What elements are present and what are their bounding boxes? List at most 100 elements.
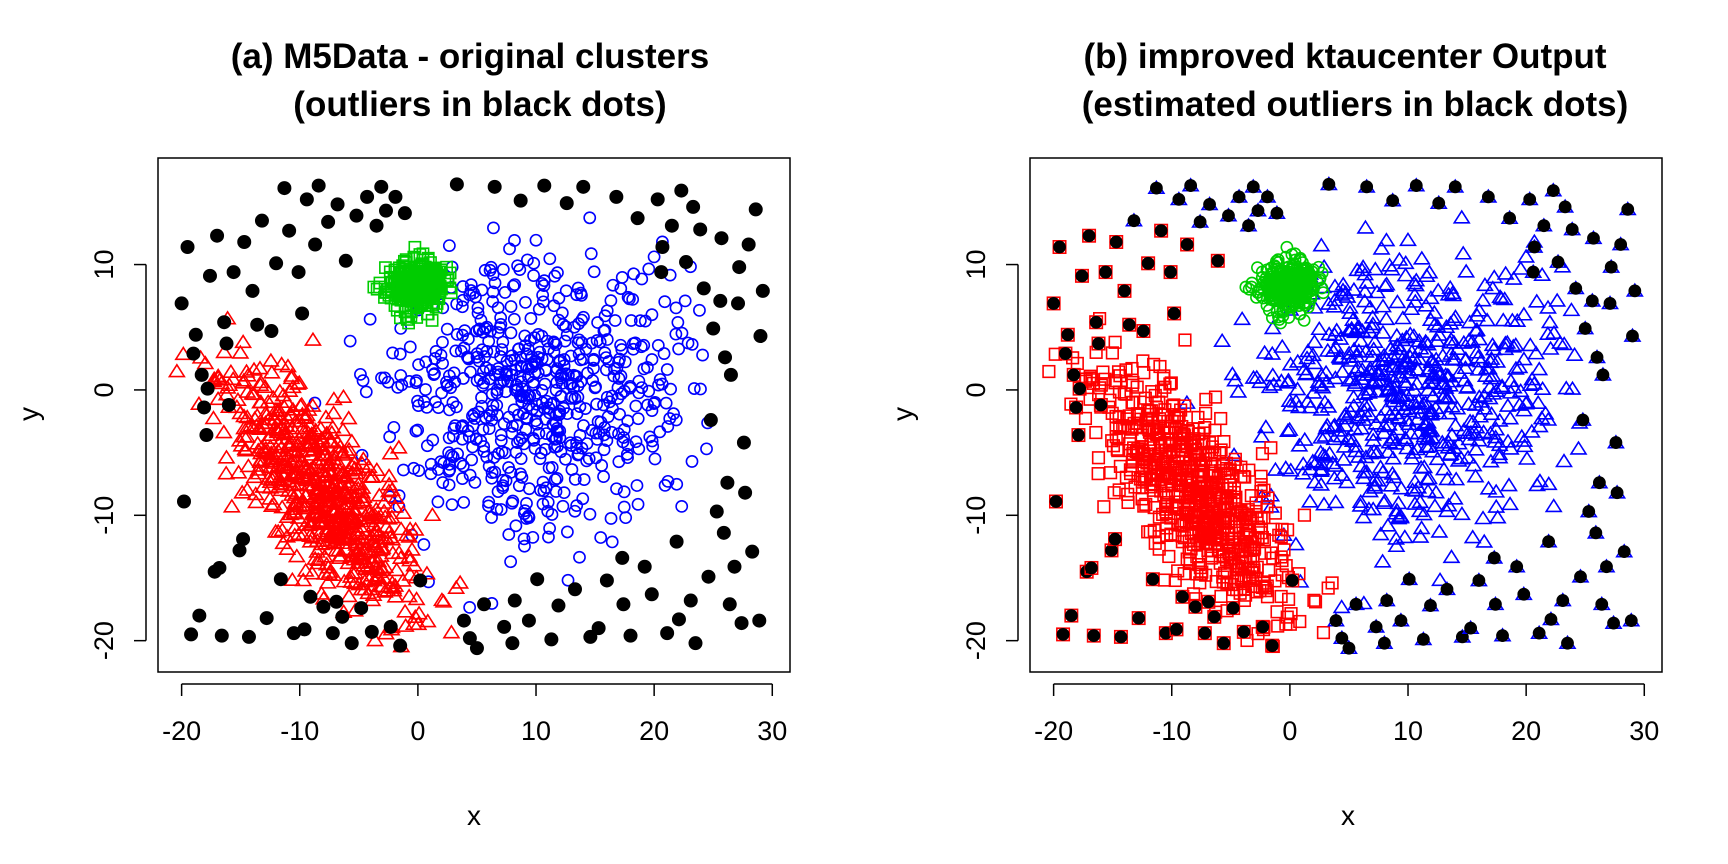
point-blue (651, 338, 665, 352)
point-blue (587, 265, 601, 279)
point-green (388, 263, 402, 277)
point-blue (494, 350, 507, 363)
point-outlier (1360, 180, 1374, 194)
point-blue (462, 352, 476, 366)
point-blue (1327, 339, 1345, 354)
point-outlier (1242, 219, 1255, 233)
point-blue (1498, 397, 1517, 412)
point-blue (1376, 277, 1395, 292)
point-blue (597, 428, 611, 442)
point-blue (1439, 434, 1458, 449)
point-outlier (741, 237, 756, 252)
point-red (369, 527, 388, 542)
point-blue (1428, 332, 1447, 347)
point-red (1321, 581, 1335, 595)
point-blue (1439, 497, 1458, 512)
point-blue (669, 327, 683, 341)
point-outlier (1595, 597, 1609, 611)
point-outlier (1617, 545, 1631, 559)
point-outlier (456, 613, 471, 628)
point-red (353, 530, 372, 546)
point-blue (660, 363, 674, 376)
point-red (1208, 390, 1223, 404)
point-blue (1388, 294, 1407, 309)
point-blue (1295, 431, 1314, 446)
point-outlier (714, 231, 729, 246)
point-red (230, 432, 249, 447)
point-red (1146, 473, 1160, 487)
point-blue (391, 380, 405, 394)
point-red (286, 496, 305, 511)
point-blue (446, 396, 460, 409)
point-red (385, 498, 404, 513)
point-blue (1391, 509, 1410, 524)
point-blue (578, 402, 592, 416)
point-blue (537, 279, 551, 292)
point-red (283, 434, 302, 449)
point-red (1137, 473, 1151, 487)
point-blue (517, 532, 531, 546)
point-red (1164, 511, 1178, 525)
point-outlier (1154, 224, 1168, 238)
point-blue (1460, 332, 1479, 347)
point-red (167, 363, 186, 378)
point-red (251, 376, 270, 392)
point-red (1226, 582, 1241, 597)
point-red (1113, 420, 1127, 434)
point-blue (1348, 409, 1367, 424)
point-blue (1452, 506, 1471, 521)
point-blue (1517, 248, 1536, 263)
point-green (1297, 314, 1311, 327)
point-blue (1459, 395, 1478, 411)
point-outlier (576, 179, 591, 194)
point-blue (547, 345, 561, 359)
point-outlier (1576, 413, 1590, 427)
point-blue (1449, 452, 1468, 467)
point-outlier (1546, 184, 1560, 197)
point-outlier (299, 192, 314, 207)
point-outlier (688, 636, 703, 651)
point-blue (537, 274, 551, 288)
point-red (1127, 416, 1141, 431)
point-blue (479, 411, 493, 425)
point-red (1181, 498, 1195, 512)
point-blue (1363, 348, 1382, 363)
point-outlier (1256, 620, 1270, 634)
point-blue (1486, 433, 1504, 448)
point-outlier (219, 336, 234, 351)
point-red (318, 479, 337, 494)
point-blue (1349, 343, 1368, 358)
point-red (1214, 411, 1228, 426)
point-red (235, 420, 254, 435)
point-outlier (188, 327, 203, 342)
point-blue (1355, 293, 1374, 308)
point-blue (449, 344, 463, 358)
x-tick-label: 30 (1629, 716, 1659, 746)
point-blue (1467, 426, 1485, 441)
point-outlier (722, 597, 737, 612)
point-blue (1352, 420, 1371, 435)
point-outlier (644, 587, 659, 602)
panel-a-y-axis-label: y (13, 407, 44, 421)
point-blue (664, 382, 677, 396)
point-green (394, 293, 408, 307)
point-blue (1377, 232, 1396, 247)
point-blue (402, 374, 416, 388)
point-blue (647, 397, 661, 411)
point-outlier (1481, 190, 1495, 204)
point-red (209, 367, 228, 383)
panel-b-title-line1: (b) improved ktaucenter Output (1083, 37, 1606, 76)
point-blue (1469, 361, 1488, 376)
y-tick-label: 0 (89, 382, 119, 397)
point-red (1281, 592, 1296, 606)
point-red (1109, 409, 1123, 424)
point-blue (1544, 324, 1563, 340)
point-outlier (1061, 328, 1075, 342)
point-blue (1361, 483, 1379, 498)
point-red (375, 494, 393, 509)
point-red (279, 358, 297, 373)
point-red (1190, 550, 1204, 564)
point-outlier (713, 293, 728, 308)
point-blue (1444, 311, 1463, 326)
point-red (1154, 384, 1169, 398)
